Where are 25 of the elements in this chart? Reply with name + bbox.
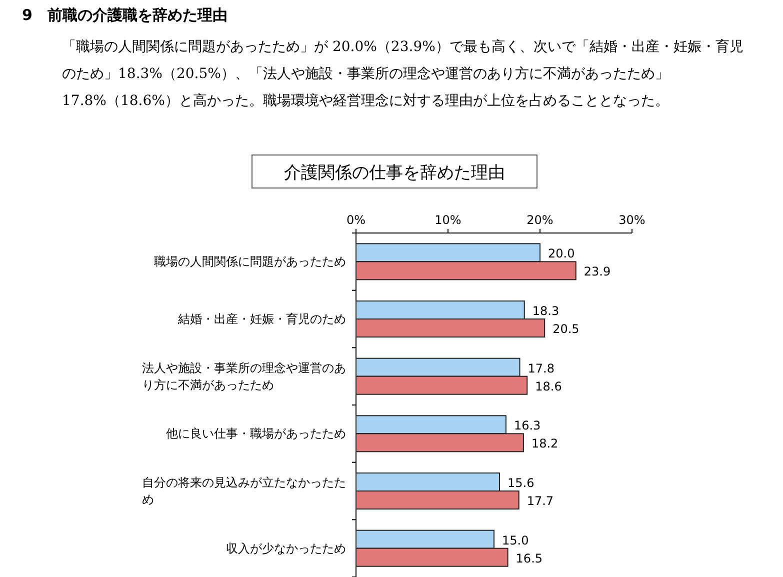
data-label: 20.5 — [552, 322, 580, 336]
y-tick-label: 法人や施設・事業所の理念や運営のあり方に不満があったため — [142, 360, 346, 392]
chart-title: 介護関係の仕事を辞めた理由 — [284, 163, 505, 183]
y-tick-label: 他に良い仕事・職場があったため — [166, 426, 346, 441]
x-tick-label: 10% — [434, 213, 462, 227]
y-tick-label: 収入が少なかったため — [226, 541, 346, 556]
y-tick-label: 結婚・出産・妊娠・育児のため — [177, 312, 346, 326]
data-label: 16.5 — [516, 551, 543, 566]
data-label: 18.2 — [531, 436, 558, 451]
y-tick-label: 職場の人間関係に問題があったため — [154, 254, 346, 269]
text: 「職場の人間関係に問題があったため」が 20.0%（23.9%）で最も高く、次いで「結婚・出産・妊娠・育児のため」18.3%（20.5%）、「法人や施設・事業所の理念や運営のあり方に不満があったため」17.8%（18.6%）と高かった。職場環境や経営理念に対する理由が上位を占めることとなった。 — [62, 38, 744, 111]
data-label: 18.3 — [532, 304, 560, 318]
data-label: 17.7 — [526, 494, 554, 508]
x-tick-label: 20% — [526, 213, 554, 227]
y-tick-label: 自分の将来の見込みが立たなかったため — [142, 476, 346, 506]
x-tick-label: 0% — [346, 213, 366, 227]
data-label: 18.6 — [535, 379, 562, 394]
x-tick-label: 30% — [618, 213, 646, 227]
data-label: 20.0 — [548, 246, 575, 261]
data-label: 23.9 — [584, 264, 611, 279]
text: 9 前職の介護職を辞めた理由 — [22, 6, 228, 25]
data-label: 15.6 — [508, 476, 534, 490]
data-label: 16.3 — [514, 418, 541, 433]
data-label: 15.0 — [502, 533, 529, 548]
data-label: 17.8 — [528, 361, 554, 376]
